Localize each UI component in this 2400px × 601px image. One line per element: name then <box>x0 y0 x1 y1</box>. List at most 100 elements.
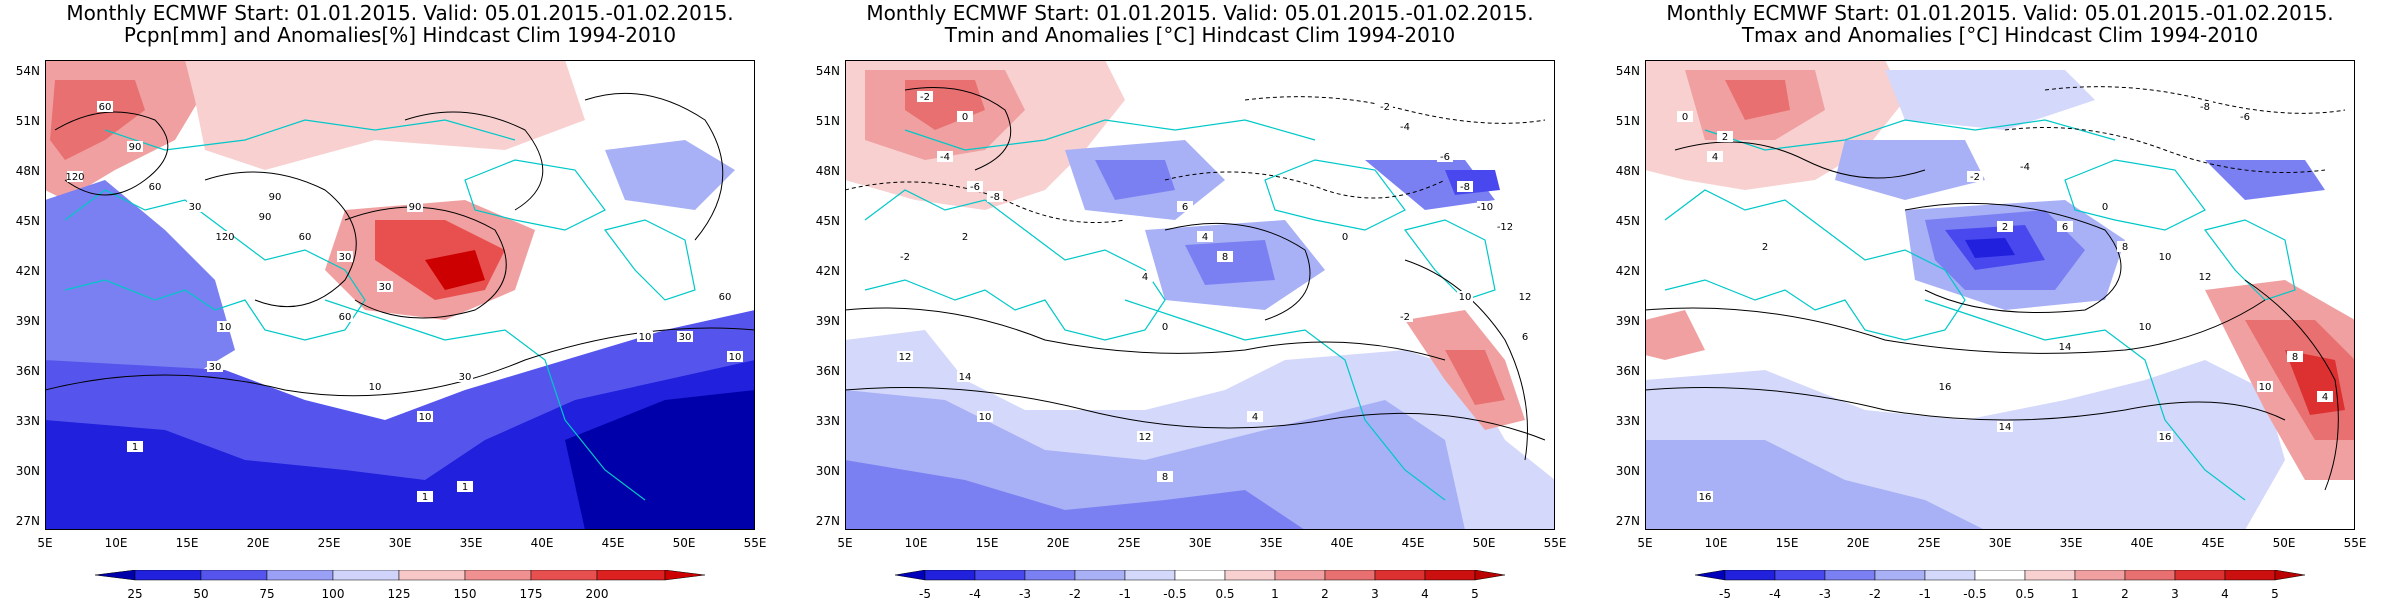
contour-label: 8 <box>2117 241 2133 253</box>
svg-text:6: 6 <box>1182 202 1188 213</box>
contour-label: 10 <box>217 321 233 333</box>
contour-label: -2 <box>1967 171 1983 183</box>
colorbar-tick: -5 <box>919 587 931 601</box>
contour-label: 12 <box>2197 271 2213 283</box>
lat-label: 36N <box>15 364 40 378</box>
lat-label: 27N <box>1615 514 1640 528</box>
contour-label: -2 <box>1377 101 1393 113</box>
lat-label: 27N <box>815 514 840 528</box>
svg-text:4: 4 <box>1142 272 1148 283</box>
colorbar-tick: 4 <box>2221 587 2229 601</box>
contour-label: 1 <box>457 481 473 493</box>
colorbar-tick: 2 <box>1321 587 1329 601</box>
svg-text:30: 30 <box>189 202 202 213</box>
anomaly-area <box>1835 140 1985 200</box>
lat-label: 36N <box>815 364 840 378</box>
contour-line <box>1404 259 1528 461</box>
colorbar <box>1695 570 2305 581</box>
contour-label: -6 <box>1437 151 1453 163</box>
svg-text:1: 1 <box>422 492 428 503</box>
contour-label: 12 <box>1137 431 1153 443</box>
contour-label: 10 <box>2257 381 2273 393</box>
svg-text:2: 2 <box>2002 222 2008 233</box>
svg-text:10: 10 <box>729 352 742 363</box>
contour-label: 14 <box>957 371 973 383</box>
svg-text:-2: -2 <box>1970 172 1980 183</box>
contour-line <box>1645 387 2286 421</box>
anomaly-area <box>565 390 755 530</box>
contour-line <box>904 87 1012 171</box>
anomaly-area <box>45 180 235 380</box>
svg-text:120: 120 <box>65 172 84 183</box>
svg-text:10: 10 <box>639 332 652 343</box>
colorbar-tick: 5 <box>1471 587 1479 601</box>
contour-label: 1 <box>127 441 143 453</box>
lat-label: 33N <box>815 414 840 428</box>
anomaly-area <box>50 80 145 160</box>
anomaly-area <box>1095 160 1175 200</box>
anomaly-area <box>1965 238 2015 258</box>
panel-title-line1: Monthly ECMWF Start: 01.01.2015. Valid: … <box>1666 1 2334 25</box>
contour-label: 0 <box>1337 231 1353 243</box>
svg-text:16: 16 <box>1699 492 1712 503</box>
anomaly-area <box>605 140 735 210</box>
contour-label: 2 <box>957 231 973 243</box>
svg-text:0: 0 <box>962 112 968 123</box>
svg-text:-2: -2 <box>920 92 930 103</box>
contour-label: 60 <box>297 231 313 243</box>
lat-label: 36N <box>1615 364 1640 378</box>
contour-label: 90 <box>407 201 423 213</box>
svg-text:-2: -2 <box>1380 102 1390 113</box>
contour-label: -2 <box>917 91 933 103</box>
contour-label: 30 <box>377 281 393 293</box>
contour-label: -4 <box>2017 161 2033 173</box>
anomaly-area <box>1885 70 2095 130</box>
lat-label: 30N <box>815 464 840 478</box>
contour-label: 16 <box>1697 491 1713 503</box>
lat-label: 54N <box>15 64 40 78</box>
colorbar-tick: -3 <box>1019 587 1031 601</box>
svg-text:90: 90 <box>259 212 272 223</box>
lat-label: 42N <box>15 264 40 278</box>
svg-text:14: 14 <box>2059 342 2072 353</box>
panel-tmin: Monthly ECMWF Start: 01.01.2015. Valid: … <box>800 0 1600 601</box>
svg-text:-8: -8 <box>990 192 1000 203</box>
svg-text:30: 30 <box>459 372 472 383</box>
lon-label: 25E <box>1117 536 1141 550</box>
contour-label: 16 <box>2157 431 2173 443</box>
anomaly-area <box>425 250 485 290</box>
coastline <box>464 159 606 231</box>
panel-precipitation: Monthly ECMWF Start: 01.01.2015. Valid: … <box>0 0 800 601</box>
svg-text:4: 4 <box>1252 412 1258 423</box>
contour-label: -4 <box>937 151 953 163</box>
lat-label: 39N <box>15 314 40 328</box>
contour-label: 14 <box>2057 341 2073 353</box>
contour-line <box>1674 141 1926 179</box>
colorbar-tick: -0.5 <box>1963 587 1987 601</box>
svg-text:10: 10 <box>369 382 382 393</box>
anomaly-area <box>1725 80 1790 120</box>
anomaly-area <box>185 60 585 170</box>
panel-title-line2: Tmin and Anomalies [°C] Hindcast Clim 19… <box>944 23 1456 47</box>
coastline <box>1124 299 1446 501</box>
contour-line <box>1904 202 2122 313</box>
colorbar-tick: -5 <box>1719 587 1731 601</box>
contour-label: 90 <box>127 141 143 153</box>
contour-label: 10 <box>417 411 433 423</box>
svg-text:16: 16 <box>2159 432 2172 443</box>
lon-label: 10E <box>904 536 928 550</box>
contour-label: 0 <box>957 111 973 123</box>
svg-text:6: 6 <box>1522 332 1528 343</box>
colorbar-tick: 3 <box>2171 587 2179 601</box>
lat-label: 39N <box>1615 314 1640 328</box>
svg-text:-2: -2 <box>900 252 910 263</box>
lon-label: 50E <box>672 536 696 550</box>
contour-line <box>845 307 1446 361</box>
colorbar-tick: 150 <box>453 587 477 601</box>
svg-text:4: 4 <box>1712 152 1718 163</box>
contour-label: 10 <box>2157 251 2173 263</box>
svg-text:-4: -4 <box>2020 162 2030 173</box>
contour-label: 4 <box>1137 271 1153 283</box>
contour-label: 12 <box>1517 291 1533 303</box>
contour-label: -2 <box>1397 311 1413 323</box>
